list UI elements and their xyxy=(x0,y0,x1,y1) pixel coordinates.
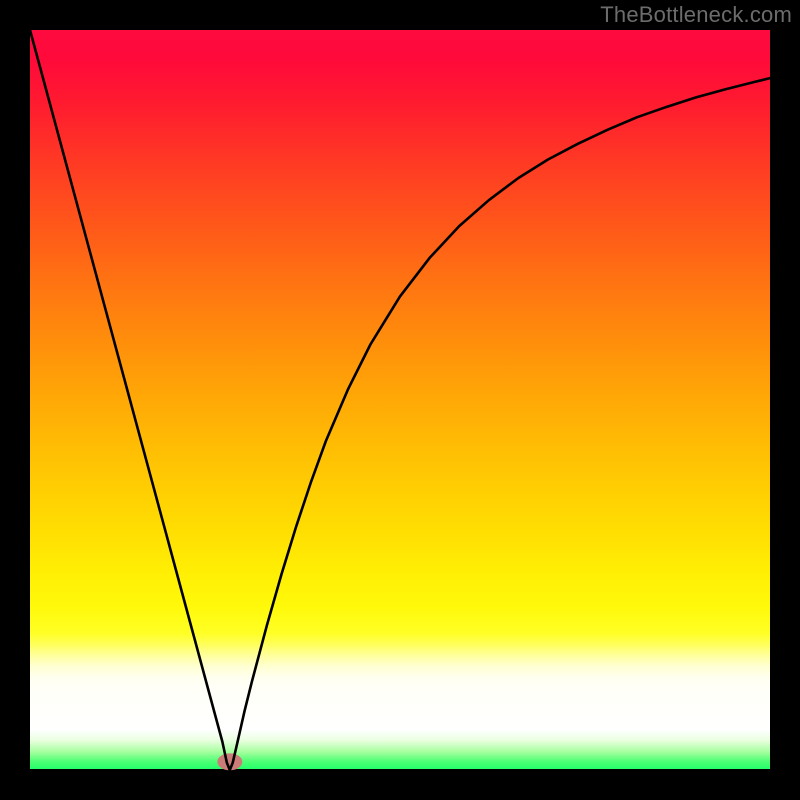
plot-background xyxy=(30,30,770,770)
chart-stage: TheBottleneck.com xyxy=(0,0,800,800)
watermark-text: TheBottleneck.com xyxy=(600,2,792,28)
bottleneck-curve-chart xyxy=(0,0,800,800)
